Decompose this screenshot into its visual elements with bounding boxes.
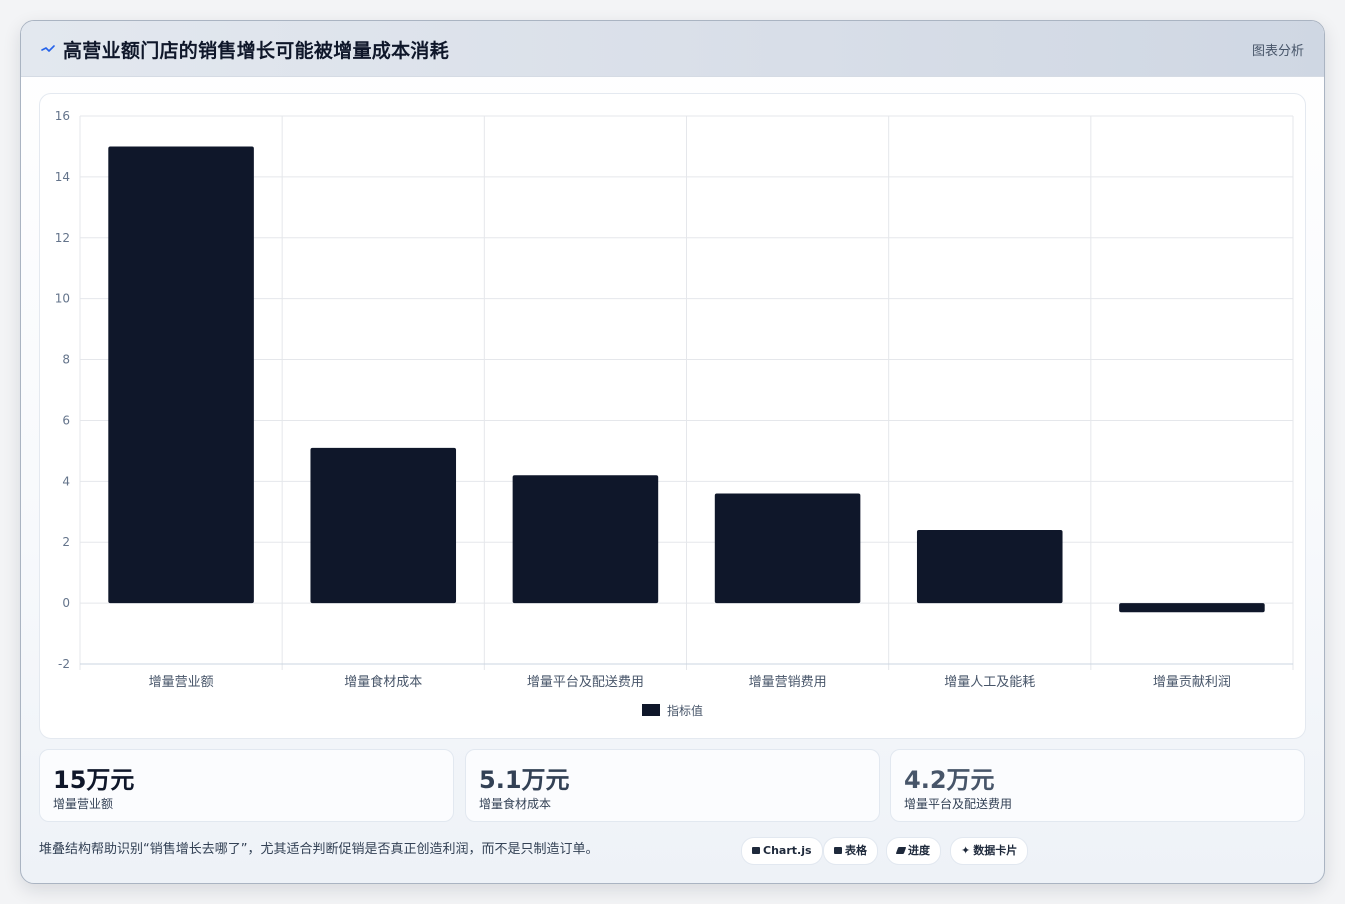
bar <box>512 475 659 604</box>
pill-label: 数据卡片 <box>973 844 1018 857</box>
card-icon: ✦ <box>961 844 971 857</box>
bar-chart: -2 0 2 4 6 8 10 12 14 16 增量营业额 增量食材成本 增量平台及配送费用 增量营销费… <box>55 109 1294 718</box>
y-tick-label: 16 <box>55 109 70 123</box>
page-title: 高营业额门店的销售增长可能被增量成本消耗 <box>63 40 450 62</box>
y-tick-label: 4 <box>62 474 70 488</box>
bar <box>310 447 457 604</box>
progress-icon <box>895 847 907 854</box>
pill-chartjs[interactable]: Chart.js <box>741 837 823 865</box>
chart-icon <box>752 847 760 854</box>
x-tick-label: 增量营业额 <box>149 675 214 690</box>
x-tick-label: 增量人工及能耗 <box>944 675 1035 690</box>
x-tick-label: 增量平台及配送费用 <box>527 675 644 690</box>
stat-label: 增量平台及配送费用 <box>904 797 1013 811</box>
pill-label: 表格 <box>845 844 867 857</box>
y-tick-label: 10 <box>55 292 70 306</box>
chart-analysis-label: 图表分析 <box>1251 44 1304 59</box>
y-tick-label: 12 <box>55 231 70 245</box>
bar <box>714 493 861 604</box>
x-tick-label: 增量食材成本 <box>344 674 422 690</box>
pill-label: Chart.js <box>763 844 812 857</box>
dashboard-card: 高营业额门店的销售增长可能被增量成本消耗 图表分析 -2 0 2 4 6 8 10 12 14 1… <box>20 20 1325 884</box>
stat-label: 增量营业额 <box>53 797 114 811</box>
x-tick-label: 增量营销费用 <box>749 675 827 690</box>
chart-panel: -2 0 2 4 6 8 10 12 14 16 增量营业额 增量食材成本 增量平台及配送费用 增量营销费… <box>39 93 1306 739</box>
bar <box>1119 603 1265 613</box>
y-tick-label: -2 <box>58 657 70 671</box>
stat-card-platform-cost: 4.2万元 增量平台及配送费用 <box>890 749 1305 822</box>
x-tick-label: 增量贡献利润 <box>1153 675 1231 690</box>
pill-data-card[interactable]: ✦ 数据卡片 <box>950 837 1029 865</box>
y-tick-label: 6 <box>62 413 70 427</box>
pill-table[interactable]: 表格 <box>823 837 878 865</box>
pill-label: 进度 <box>908 844 930 857</box>
bar <box>916 530 1063 604</box>
footnote: 堆叠结构帮助识别“销售增长去哪了”，尤其适合判断促销是否真正创造利润，而不是只制… <box>39 842 599 857</box>
y-tick-label: 2 <box>62 535 70 549</box>
pill-progress[interactable]: 进度 <box>886 837 941 865</box>
legend-label: 指标值 <box>667 703 703 718</box>
stat-value: 5.1万元 <box>479 766 570 794</box>
card-header: 高营业额门店的销售增长可能被增量成本消耗 图表分析 <box>21 21 1324 77</box>
y-tick-label: 14 <box>55 170 70 184</box>
stat-label: 增量食材成本 <box>479 797 552 811</box>
table-icon <box>834 847 842 854</box>
stat-card-revenue: 15万元 增量营业额 <box>39 749 454 822</box>
bar <box>108 146 254 604</box>
y-tick-label: 8 <box>62 353 70 367</box>
stat-value: 4.2万元 <box>904 766 995 794</box>
stat-value: 15万元 <box>53 766 135 794</box>
legend-swatch <box>642 704 660 716</box>
pulse-icon <box>41 45 55 52</box>
stat-card-food-cost: 5.1万元 增量食材成本 <box>465 749 880 822</box>
y-tick-label: 0 <box>62 596 70 610</box>
